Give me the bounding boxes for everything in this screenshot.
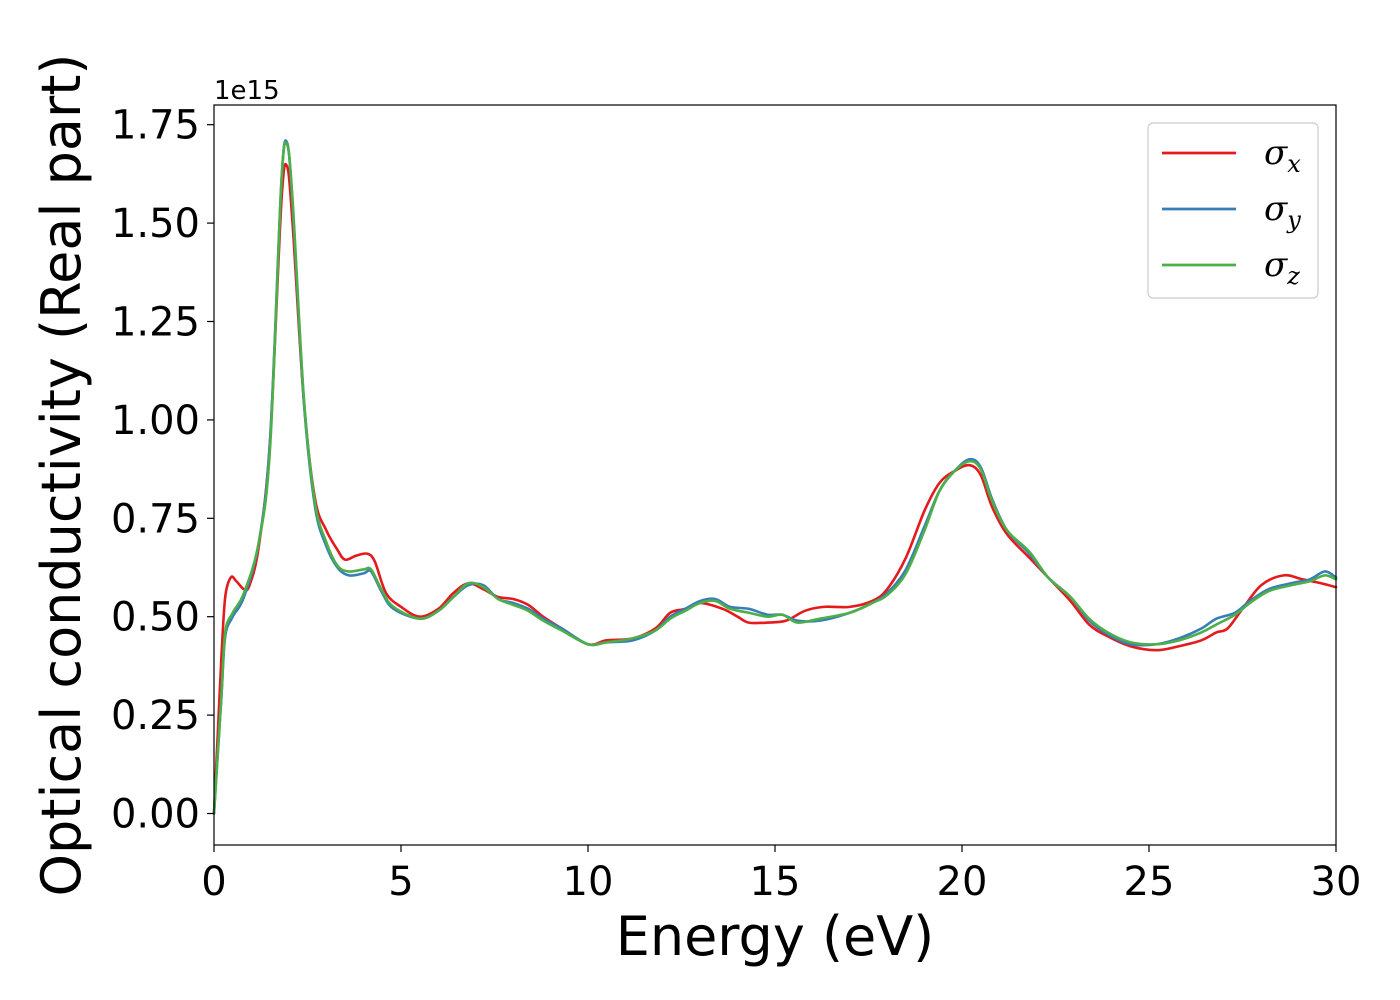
x-axis-label: Energy (eV) [616, 905, 935, 968]
series-layer [212, 139, 1338, 815]
x-tick-label: 5 [388, 859, 413, 905]
x-tick-label: 30 [1311, 859, 1362, 905]
x-tick-label: 0 [201, 859, 226, 905]
y-tick-label: 0.00 [111, 792, 200, 838]
y-tick-label: 0.75 [111, 496, 200, 542]
y-offset-label: 1e15 [214, 76, 280, 106]
y-tick-label: 0.50 [111, 595, 200, 641]
x-tick-label: 15 [750, 859, 801, 905]
x-axis-ticks: 0 5 10 15 20 25 30 [201, 845, 1361, 905]
y-tick-label: 0.25 [111, 693, 200, 739]
y-tick-label: 1.25 [111, 299, 200, 345]
y-tick-label: 1.50 [111, 201, 200, 247]
x-tick-label: 10 [563, 859, 614, 905]
y-tick-label: 1.00 [111, 398, 200, 444]
series-line-sigma-x [212, 162, 1338, 815]
y-axis-label: Optical conductivity (Real part) [30, 54, 93, 897]
legend-box [1147, 122, 1319, 299]
y-tick-label: 1.75 [111, 103, 200, 149]
series-line-sigma-z [212, 141, 1338, 815]
y-axis-ticks: 0.00 0.25 0.50 0.75 1.00 1.25 1.50 1.75 [111, 103, 214, 838]
x-tick-label: 20 [937, 859, 988, 905]
x-tick-label: 25 [1124, 859, 1175, 905]
